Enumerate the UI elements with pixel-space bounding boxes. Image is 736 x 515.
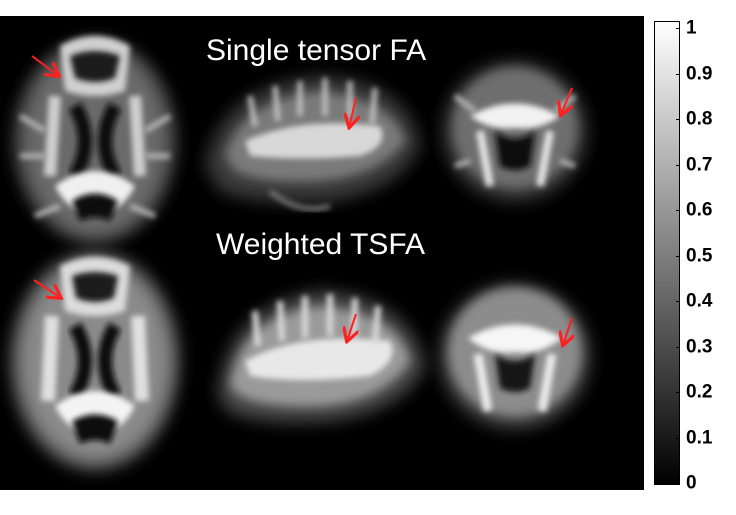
colorbar-tick-mark	[676, 301, 680, 302]
colorbar-tick-mark	[676, 28, 680, 29]
colorbar	[654, 21, 680, 485]
colorbar-tick-label: 0.6	[686, 199, 713, 221]
colorbar-tick-mark	[676, 164, 680, 166]
colorbar-tick-mark	[676, 119, 680, 120]
colorbar-tick-label: 0.4	[686, 290, 713, 312]
coronal-slice-bottom	[440, 284, 590, 428]
red-arrow	[350, 97, 356, 124]
colorbar-tick-mark	[676, 210, 680, 211]
coronal-slice-top	[443, 61, 587, 201]
colorbar-tick-mark	[676, 73, 680, 75]
axial-slice-bottom	[10, 251, 180, 471]
red-arrow	[348, 313, 356, 338]
colorbar-tick-label: 0.9	[686, 63, 713, 84]
colorbar-tick-label: 0.7	[686, 154, 713, 175]
colorbar-tick-mark	[676, 437, 680, 439]
colorbar-tick-label: 0.2	[686, 381, 713, 403]
colorbar-tick-label: 0.3	[686, 336, 713, 357]
colorbar-tick-mark	[676, 483, 680, 484]
colorbar-tick-mark	[676, 346, 680, 348]
colorbar-tick-label: 1	[686, 17, 697, 39]
colorbar-tick-mark	[676, 255, 680, 257]
sagittal-slice-top	[205, 76, 420, 212]
colorbar-tick-label: 0.5	[686, 245, 713, 266]
brain-slices	[10, 36, 590, 471]
axial-slice-top	[13, 36, 177, 243]
red-arrow	[31, 55, 56, 74]
colorbar-tick-mark	[676, 392, 680, 393]
sagittal-slice-bottom	[218, 291, 425, 423]
brain-image-panel: Single tensor FA Weighted TSFA	[0, 16, 644, 490]
colorbar-tick-label: 0.1	[686, 427, 713, 448]
colorbar-tick-label: 0	[686, 472, 697, 494]
red-arrow	[564, 317, 572, 342]
colorbar-tick-label: 0.8	[686, 108, 713, 130]
red-arrow	[33, 279, 58, 296]
title-weighted-tsfa: Weighted TSFA	[216, 228, 426, 261]
red-arrow	[562, 87, 572, 112]
title-single-tensor-fa: Single tensor FA	[206, 34, 427, 67]
